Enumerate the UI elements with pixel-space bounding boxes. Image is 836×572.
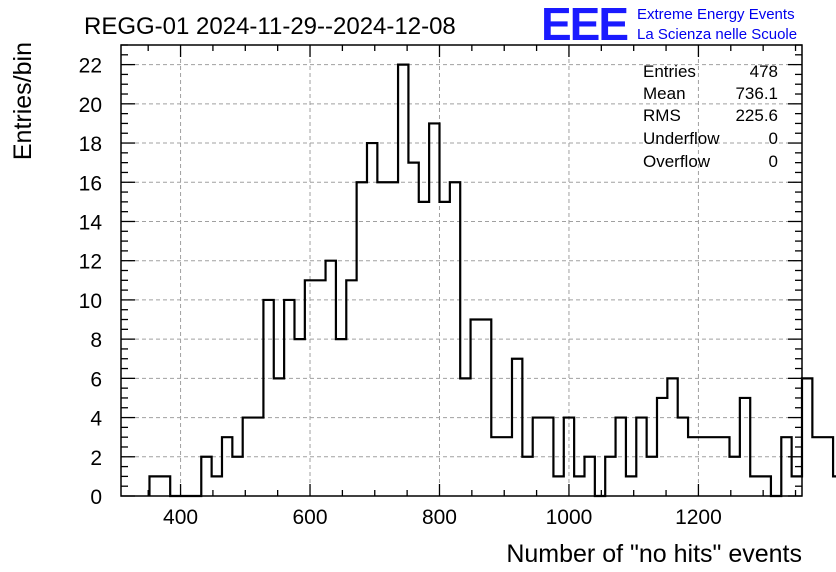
stat-rms-label: RMS — [643, 106, 681, 125]
y-tick-label: 20 — [79, 94, 102, 117]
y-tick-label: 10 — [79, 290, 102, 313]
x-tick-label: 400 — [163, 506, 198, 529]
stat-entries-label: Entries — [643, 62, 696, 81]
x-tick-label: 1000 — [546, 506, 593, 529]
x-tick-label: 1200 — [675, 506, 722, 529]
y-tick-label: 8 — [90, 329, 102, 352]
stat-underflow-label: Underflow — [643, 129, 720, 148]
plot-frame — [120, 44, 803, 497]
stat-mean-label: Mean — [643, 84, 686, 103]
stat-mean-value: 736.1 — [735, 84, 778, 103]
histogram-line — [148, 63, 836, 498]
y-tick-label: 0 — [90, 486, 102, 509]
y-tick-labels: 0 2 4 6 8 10 12 14 16 18 20 22 — [79, 55, 103, 509]
stat-overflow-label: Overflow — [643, 152, 711, 171]
y-tick-label: 2 — [90, 447, 102, 470]
x-tick-labels: 400 600 800 1000 1200 — [163, 506, 722, 529]
x-axis-title: Number of "no hits" events — [506, 540, 802, 568]
stat-overflow-value: 0 — [769, 152, 778, 171]
stat-entries-value: 478 — [750, 62, 778, 81]
logo-mark: EEE — [541, 0, 627, 50]
y-tick-label: 14 — [79, 211, 103, 234]
x-tick-label: 800 — [422, 506, 457, 529]
stats-box: Entries 478 Mean 736.1 RMS 225.6 Underfl… — [643, 62, 778, 171]
chart-title: REGG-01 2024-11-29--2024-12-08 — [84, 13, 456, 40]
y-tick-label: 4 — [90, 408, 102, 431]
logo-line-2: La Scienza nelle Scuole — [637, 26, 797, 43]
logo-line-1: Extreme Energy Events — [637, 6, 795, 23]
y-tick-label: 22 — [79, 55, 102, 78]
grid — [121, 45, 802, 496]
y-tick-label: 18 — [79, 133, 102, 156]
y-tick-label: 12 — [79, 251, 102, 274]
x-tick-label: 600 — [292, 506, 327, 529]
axis-ticks — [121, 44, 802, 497]
eee-logo: EEE Extreme Energy Events La Scienza nel… — [541, 0, 797, 50]
y-tick-label: 6 — [90, 368, 102, 391]
stat-underflow-value: 0 — [769, 129, 778, 148]
y-axis-title: Entries/bin — [9, 42, 37, 160]
y-tick-label: 16 — [79, 172, 102, 195]
stat-rms-value: 225.6 — [735, 106, 778, 125]
